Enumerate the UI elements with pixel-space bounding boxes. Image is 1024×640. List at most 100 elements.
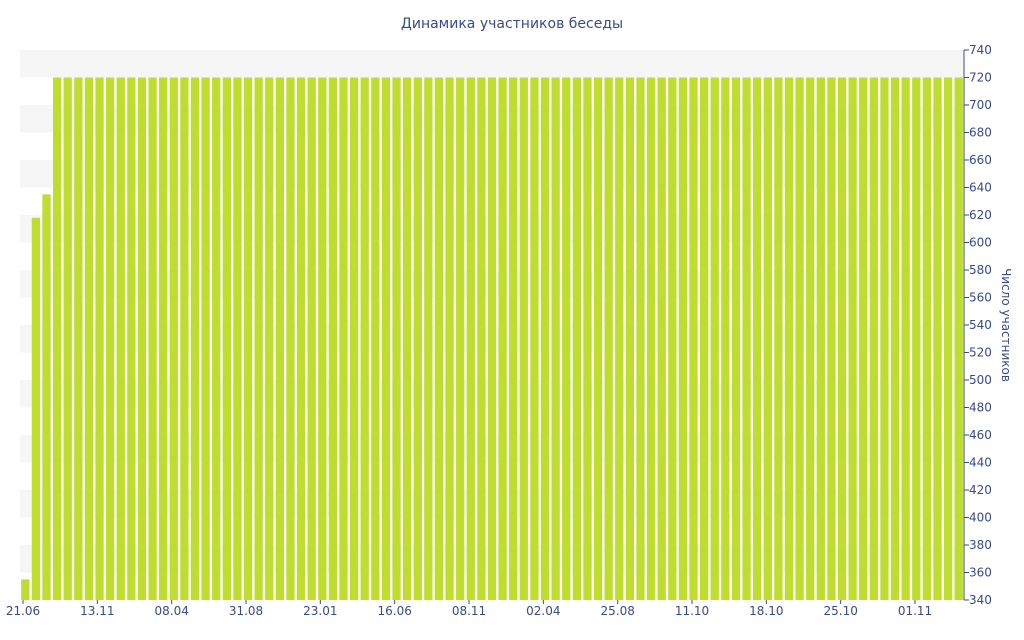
bar[interactable]: [753, 77, 762, 601]
bar[interactable]: [901, 77, 910, 601]
bar[interactable]: [137, 77, 147, 601]
bar[interactable]: [212, 77, 221, 601]
x-tick-label: 02.04: [526, 604, 560, 618]
bar[interactable]: [731, 77, 741, 601]
bar[interactable]: [763, 77, 772, 601]
x-tick-label: 13.11: [80, 604, 114, 618]
bar[interactable]: [222, 77, 231, 601]
y-tick-label: 620: [969, 208, 992, 222]
bar[interactable]: [509, 77, 518, 601]
bar[interactable]: [869, 77, 878, 601]
y-tick-label: 480: [969, 401, 992, 415]
bar[interactable]: [487, 77, 497, 601]
bar[interactable]: [572, 77, 581, 601]
bar[interactable]: [434, 77, 444, 601]
bar[interactable]: [859, 77, 868, 601]
bar[interactable]: [540, 77, 550, 601]
bar[interactable]: [392, 77, 401, 601]
bar[interactable]: [593, 77, 603, 601]
bar[interactable]: [551, 77, 560, 601]
bar[interactable]: [74, 77, 83, 601]
bar[interactable]: [424, 77, 433, 601]
bar[interactable]: [848, 77, 857, 601]
bar[interactable]: [127, 77, 136, 601]
bar[interactable]: [519, 77, 528, 601]
bar[interactable]: [381, 77, 391, 601]
bar[interactable]: [477, 77, 486, 601]
bar[interactable]: [912, 77, 921, 601]
bar[interactable]: [63, 77, 72, 601]
bar[interactable]: [180, 77, 189, 601]
bar[interactable]: [190, 77, 200, 601]
bar[interactable]: [837, 77, 847, 601]
bar[interactable]: [307, 77, 316, 601]
bar[interactable]: [275, 77, 284, 601]
bar[interactable]: [328, 77, 338, 601]
bar[interactable]: [52, 77, 62, 601]
bar[interactable]: [668, 77, 677, 601]
bar[interactable]: [148, 77, 157, 601]
bar[interactable]: [286, 77, 295, 601]
bar[interactable]: [95, 77, 104, 601]
bar[interactable]: [413, 77, 422, 601]
bar[interactable]: [254, 77, 263, 601]
bar[interactable]: [360, 77, 369, 601]
bar[interactable]: [243, 77, 253, 601]
x-tick-label: 01.11: [898, 604, 932, 618]
bar[interactable]: [562, 77, 571, 601]
bar[interactable]: [795, 77, 804, 601]
bar[interactable]: [498, 77, 507, 601]
bar[interactable]: [42, 194, 51, 601]
bar[interactable]: [116, 77, 125, 601]
bar[interactable]: [954, 77, 963, 601]
bar[interactable]: [159, 77, 168, 601]
bar[interactable]: [169, 77, 178, 601]
y-axis-label: Число участников: [999, 268, 1013, 382]
bar[interactable]: [583, 77, 592, 601]
bar[interactable]: [615, 77, 624, 601]
bar[interactable]: [106, 77, 115, 601]
bar[interactable]: [700, 77, 709, 601]
bar[interactable]: [721, 77, 730, 601]
bar[interactable]: [265, 77, 274, 601]
x-tick-label: 08.04: [154, 604, 188, 618]
bar[interactable]: [784, 77, 794, 601]
bar[interactable]: [233, 77, 242, 601]
bar[interactable]: [31, 217, 41, 600]
bar[interactable]: [625, 77, 635, 601]
bar[interactable]: [816, 77, 825, 601]
y-tick-label: 520: [969, 346, 992, 360]
bar[interactable]: [339, 77, 348, 601]
bar[interactable]: [742, 77, 751, 601]
y-tick-label: 540: [969, 318, 992, 332]
bar[interactable]: [678, 77, 688, 601]
bar[interactable]: [466, 77, 475, 601]
x-tick-label: 21.06: [6, 604, 40, 618]
x-tick-label: 25.10: [823, 604, 857, 618]
bar[interactable]: [296, 77, 306, 601]
bar[interactable]: [456, 77, 465, 601]
bar[interactable]: [646, 77, 656, 601]
bar[interactable]: [349, 77, 359, 601]
bar[interactable]: [636, 77, 645, 601]
bar[interactable]: [604, 77, 613, 601]
bar[interactable]: [827, 77, 836, 601]
bar[interactable]: [774, 77, 783, 601]
bar[interactable]: [943, 77, 953, 601]
bar[interactable]: [689, 77, 698, 601]
bar[interactable]: [880, 77, 889, 601]
bar[interactable]: [21, 579, 30, 601]
bar[interactable]: [371, 77, 380, 601]
bar[interactable]: [710, 77, 719, 601]
bar[interactable]: [933, 77, 942, 601]
bar[interactable]: [318, 77, 327, 601]
bar[interactable]: [922, 77, 932, 601]
bar[interactable]: [530, 77, 539, 601]
bar[interactable]: [657, 77, 666, 601]
bar[interactable]: [445, 77, 454, 601]
bar[interactable]: [806, 77, 815, 601]
bar[interactable]: [403, 77, 412, 601]
bar[interactable]: [84, 77, 94, 601]
bar[interactable]: [201, 77, 210, 601]
bar[interactable]: [890, 77, 900, 601]
